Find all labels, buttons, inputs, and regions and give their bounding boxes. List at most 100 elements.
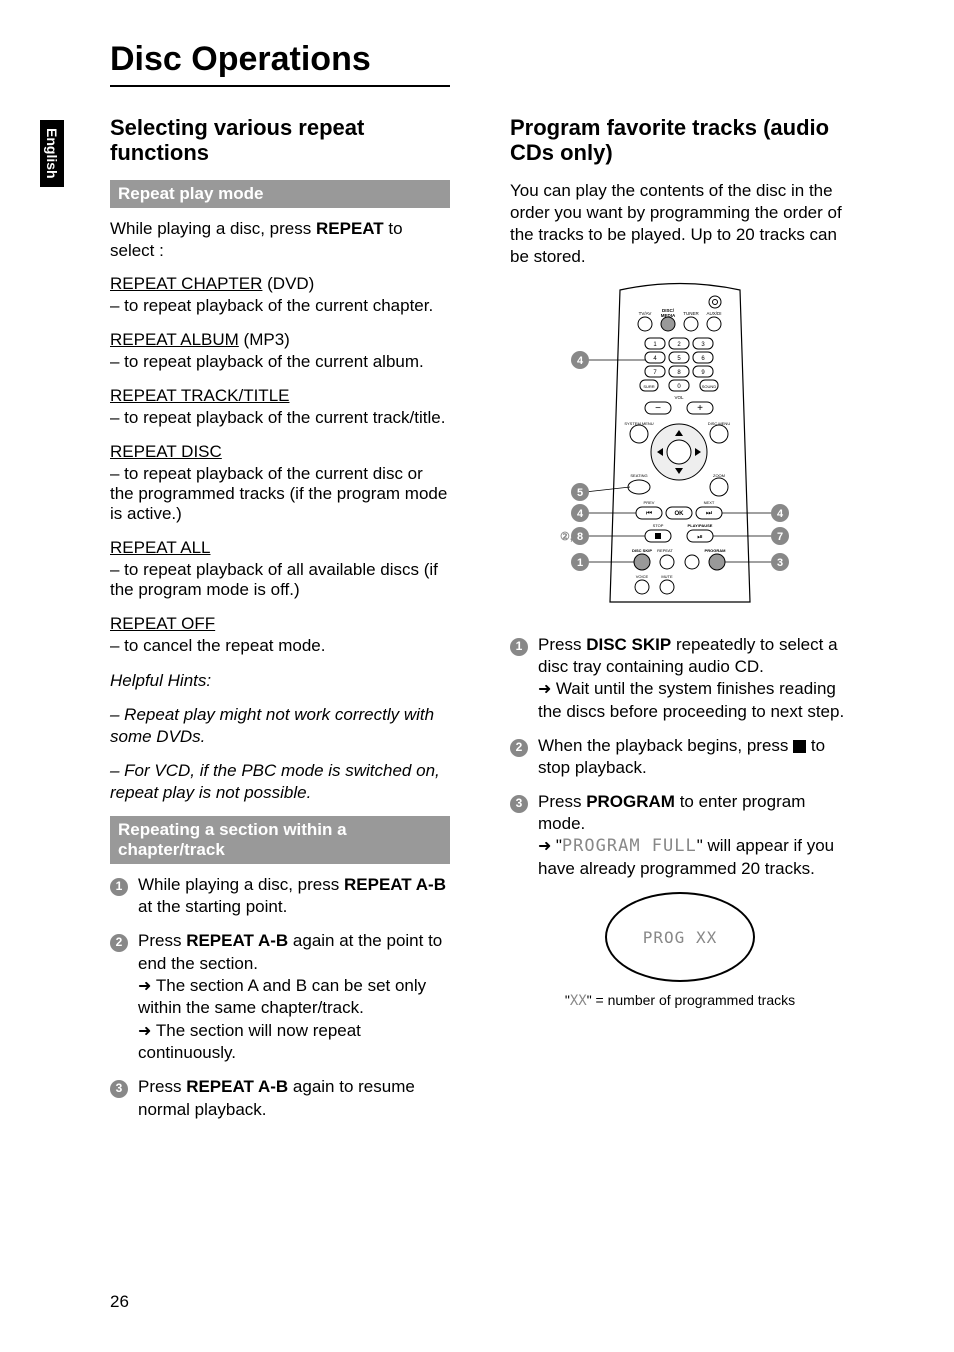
svg-text:−: − (655, 403, 661, 414)
hints2: – For VCD, if the PBC mode is switched o… (110, 760, 450, 804)
page-number: 26 (110, 1292, 129, 1312)
remote-svg: TV/AV DISC/MEDIA TUNER AUX/DI 1 2 3 4 5 … (550, 282, 810, 612)
svg-text:TV/AV: TV/AV (639, 311, 652, 316)
t: While playing a disc, press (110, 219, 316, 238)
svg-text:+: + (697, 403, 703, 414)
rstep-3: 3 Press PROGRAM to enter program mode. ➜… (510, 791, 850, 880)
t: The section A and B can be set only with… (138, 976, 426, 1018)
fn-repeat-all: REPEAT ALL (110, 538, 450, 558)
left-heading: Selecting various repeat functions (110, 115, 450, 166)
t: Wait until the system finishes reading t… (538, 679, 844, 721)
t: Press (538, 792, 586, 811)
rstep-1: 1 Press DISC SKIP repeatedly to select a… (510, 634, 850, 723)
t: REPEAT (316, 219, 384, 238)
svg-text:STOP: STOP (653, 523, 664, 528)
svg-text:②,: ②, (560, 531, 573, 543)
step-3: 3 Press REPEAT A-B again to resume norma… (110, 1076, 450, 1120)
fn6-desc: – to cancel the repeat mode. (110, 636, 450, 656)
left-column: Selecting various repeat functions Repea… (110, 115, 450, 1133)
fn3-desc: – to repeat playback of the current trac… (110, 408, 450, 428)
svg-text:7: 7 (777, 531, 783, 543)
svg-text:3: 3 (777, 557, 783, 569)
svg-text:ZOOM: ZOOM (713, 473, 725, 478)
svg-text:⏯: ⏯ (697, 534, 703, 541)
svg-text:8: 8 (577, 531, 583, 543)
t: REPEAT A-B (186, 1077, 288, 1096)
badge-3: 3 (510, 795, 528, 813)
svg-text:PROGRAM: PROGRAM (705, 548, 727, 553)
t: " = number of programmed tracks (587, 992, 795, 1008)
arrow-icon: ➜ (538, 681, 556, 698)
svg-text:AUX/DI: AUX/DI (706, 311, 721, 316)
t: REPEAT A-B (344, 875, 446, 894)
fn2-desc: – to repeat playback of the current albu… (110, 352, 450, 372)
svg-text:SEATING: SEATING (630, 473, 647, 478)
svg-text:DISC SKIP: DISC SKIP (632, 548, 652, 553)
svg-text:PLAY/PAUSE: PLAY/PAUSE (688, 523, 713, 528)
t: REPEAT OFF (110, 614, 215, 633)
step-1: 1 While playing a disc, press REPEAT A-B… (110, 874, 450, 918)
page-title: Disc Operations (110, 40, 894, 79)
language-tab: English (40, 120, 64, 187)
svg-text:TUNER: TUNER (683, 311, 699, 316)
subheading-repeat-mode: Repeat play mode (110, 180, 450, 208)
t: Press (138, 931, 186, 950)
arrow-icon: ➜ (138, 1023, 156, 1040)
arrow-icon: ➜ (138, 978, 156, 995)
svg-text:1: 1 (577, 557, 583, 569)
svg-text:SOUND: SOUND (702, 384, 717, 389)
t: REPEAT TRACK/TITLE (110, 386, 290, 405)
right-column: Program favorite tracks (audio CDs only)… (510, 115, 850, 1133)
badge-2: 2 (510, 739, 528, 757)
fn5-desc: – to repeat playback of all available di… (110, 560, 450, 600)
badge-1: 1 (110, 878, 128, 896)
t: (MP3) (239, 330, 290, 349)
badge-2: 2 (110, 934, 128, 952)
step-2: 2 Press REPEAT A-B again at the point to… (110, 930, 450, 1064)
svg-text:5: 5 (577, 487, 583, 499)
display-caption: "XX" = number of programmed tracks (565, 992, 795, 1009)
rstep-2: 2 When the playback begins, press to sto… (510, 735, 850, 779)
svg-text:SURR: SURR (643, 384, 654, 389)
fn1-desc: – to repeat playback of the current chap… (110, 296, 450, 316)
t: at the starting point. (138, 897, 287, 916)
display-oval: PROG XX (605, 892, 755, 982)
svg-text:4: 4 (777, 508, 784, 520)
t: Press (538, 635, 586, 654)
right-intro: You can play the contents of the disc in… (510, 180, 850, 268)
fn-repeat-disc: REPEAT DISC (110, 442, 450, 462)
svg-text:MEDIA: MEDIA (661, 313, 676, 318)
fn-repeat-album: REPEAT ALBUM (MP3) (110, 330, 450, 350)
hints-title: Helpful Hints: (110, 670, 450, 692)
badge-3: 3 (110, 1080, 128, 1098)
t: Press (138, 1077, 186, 1096)
remote-diagram: TV/AV DISC/MEDIA TUNER AUX/DI 1 2 3 4 5 … (510, 282, 850, 612)
t: XX (570, 993, 587, 1009)
t: PROGRAM FULL (562, 836, 697, 856)
arrow-icon: ➜ (538, 838, 556, 855)
svg-text:VOL: VOL (674, 395, 684, 400)
t: While playing a disc, press (138, 875, 344, 894)
fn-repeat-off: REPEAT OFF (110, 614, 450, 634)
svg-text:VOICE: VOICE (636, 574, 649, 579)
hints1: – Repeat play might not work correctly w… (110, 704, 450, 748)
subheading-repeat-section: Repeating a section within a chapter/tra… (110, 816, 450, 864)
t: REPEAT ALL (110, 538, 210, 557)
fn-repeat-chapter: REPEAT CHAPTER (DVD) (110, 274, 450, 294)
t: When the playback begins, press (538, 736, 793, 755)
svg-text:REPEAT: REPEAT (657, 548, 673, 553)
svg-text:4: 4 (577, 508, 584, 520)
badge-1: 1 (510, 638, 528, 656)
svg-text:OK: OK (675, 511, 685, 517)
t: REPEAT ALBUM (110, 330, 239, 349)
stop-icon (793, 740, 806, 753)
svg-text:⏭: ⏭ (706, 510, 713, 517)
t: The section will now repeat continuously… (138, 1021, 361, 1063)
svg-text:NEXT: NEXT (704, 500, 715, 505)
svg-text:PREV: PREV (644, 500, 655, 505)
display-diagram: PROG XX "XX" = number of programmed trac… (510, 892, 850, 1009)
t: PROGRAM (586, 792, 675, 811)
t: DISC SKIP (586, 635, 671, 654)
repeat-intro: While playing a disc, press REPEAT to se… (110, 218, 450, 262)
fn4-desc: – to repeat playback of the current disc… (110, 464, 450, 524)
